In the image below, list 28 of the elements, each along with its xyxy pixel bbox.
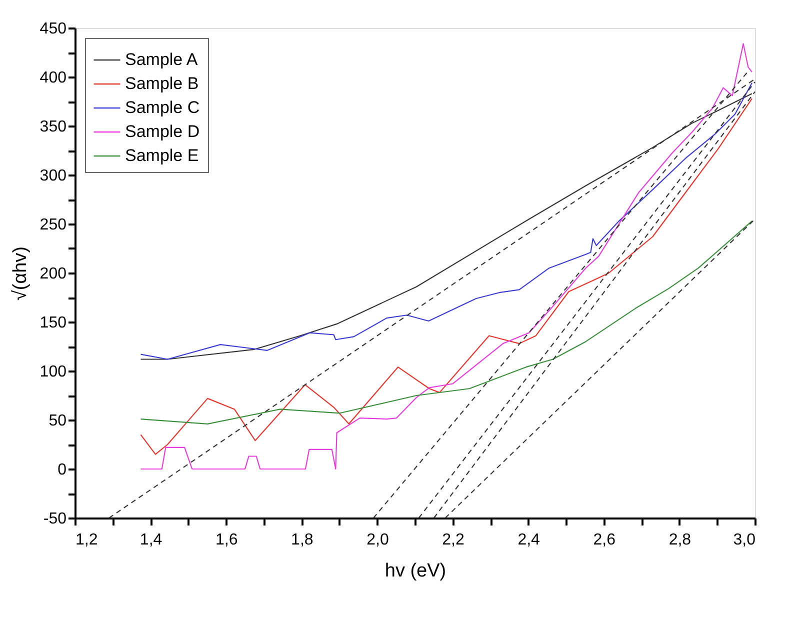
- legend-label: Sample E: [125, 146, 199, 165]
- y-tick-label: 400: [40, 70, 67, 86]
- y-tick-label: 250: [40, 216, 67, 234]
- y-tick-label: 50: [48, 412, 67, 430]
- x-tick-label: 2,6: [593, 532, 616, 548]
- y-tick-label: 200: [40, 266, 67, 282]
- y-tick-label: 450: [40, 20, 67, 38]
- y-axis-title: √(αhv): [10, 246, 31, 301]
- legend-label: Sample B: [125, 74, 199, 93]
- y-tick-label: 300: [40, 168, 67, 184]
- x-tick-label: 2,0: [366, 532, 389, 548]
- y-tick-label: 100: [40, 364, 67, 380]
- x-axis-title: hv (eV): [384, 560, 446, 582]
- x-tick-label: 2,8: [668, 532, 692, 548]
- legend-label: Sample C: [125, 98, 200, 117]
- y-tick-label: 350: [40, 118, 67, 136]
- x-tick-label: 1,8: [291, 532, 314, 548]
- y-tick-label: -50: [43, 510, 67, 528]
- y-tick-label: 150: [40, 314, 67, 332]
- x-tick-label: 3,0: [733, 532, 756, 548]
- y-tick-label: 0: [58, 462, 67, 478]
- x-tick-label: 1,4: [140, 532, 162, 548]
- x-tick-label: 1,6: [215, 532, 238, 548]
- x-tick-label: 2,4: [518, 532, 540, 548]
- x-tick-label: 2,2: [442, 532, 464, 548]
- x-tick-label: 1,2: [76, 532, 98, 548]
- legend-label: Sample D: [125, 122, 200, 141]
- legend-label: Sample A: [125, 50, 198, 69]
